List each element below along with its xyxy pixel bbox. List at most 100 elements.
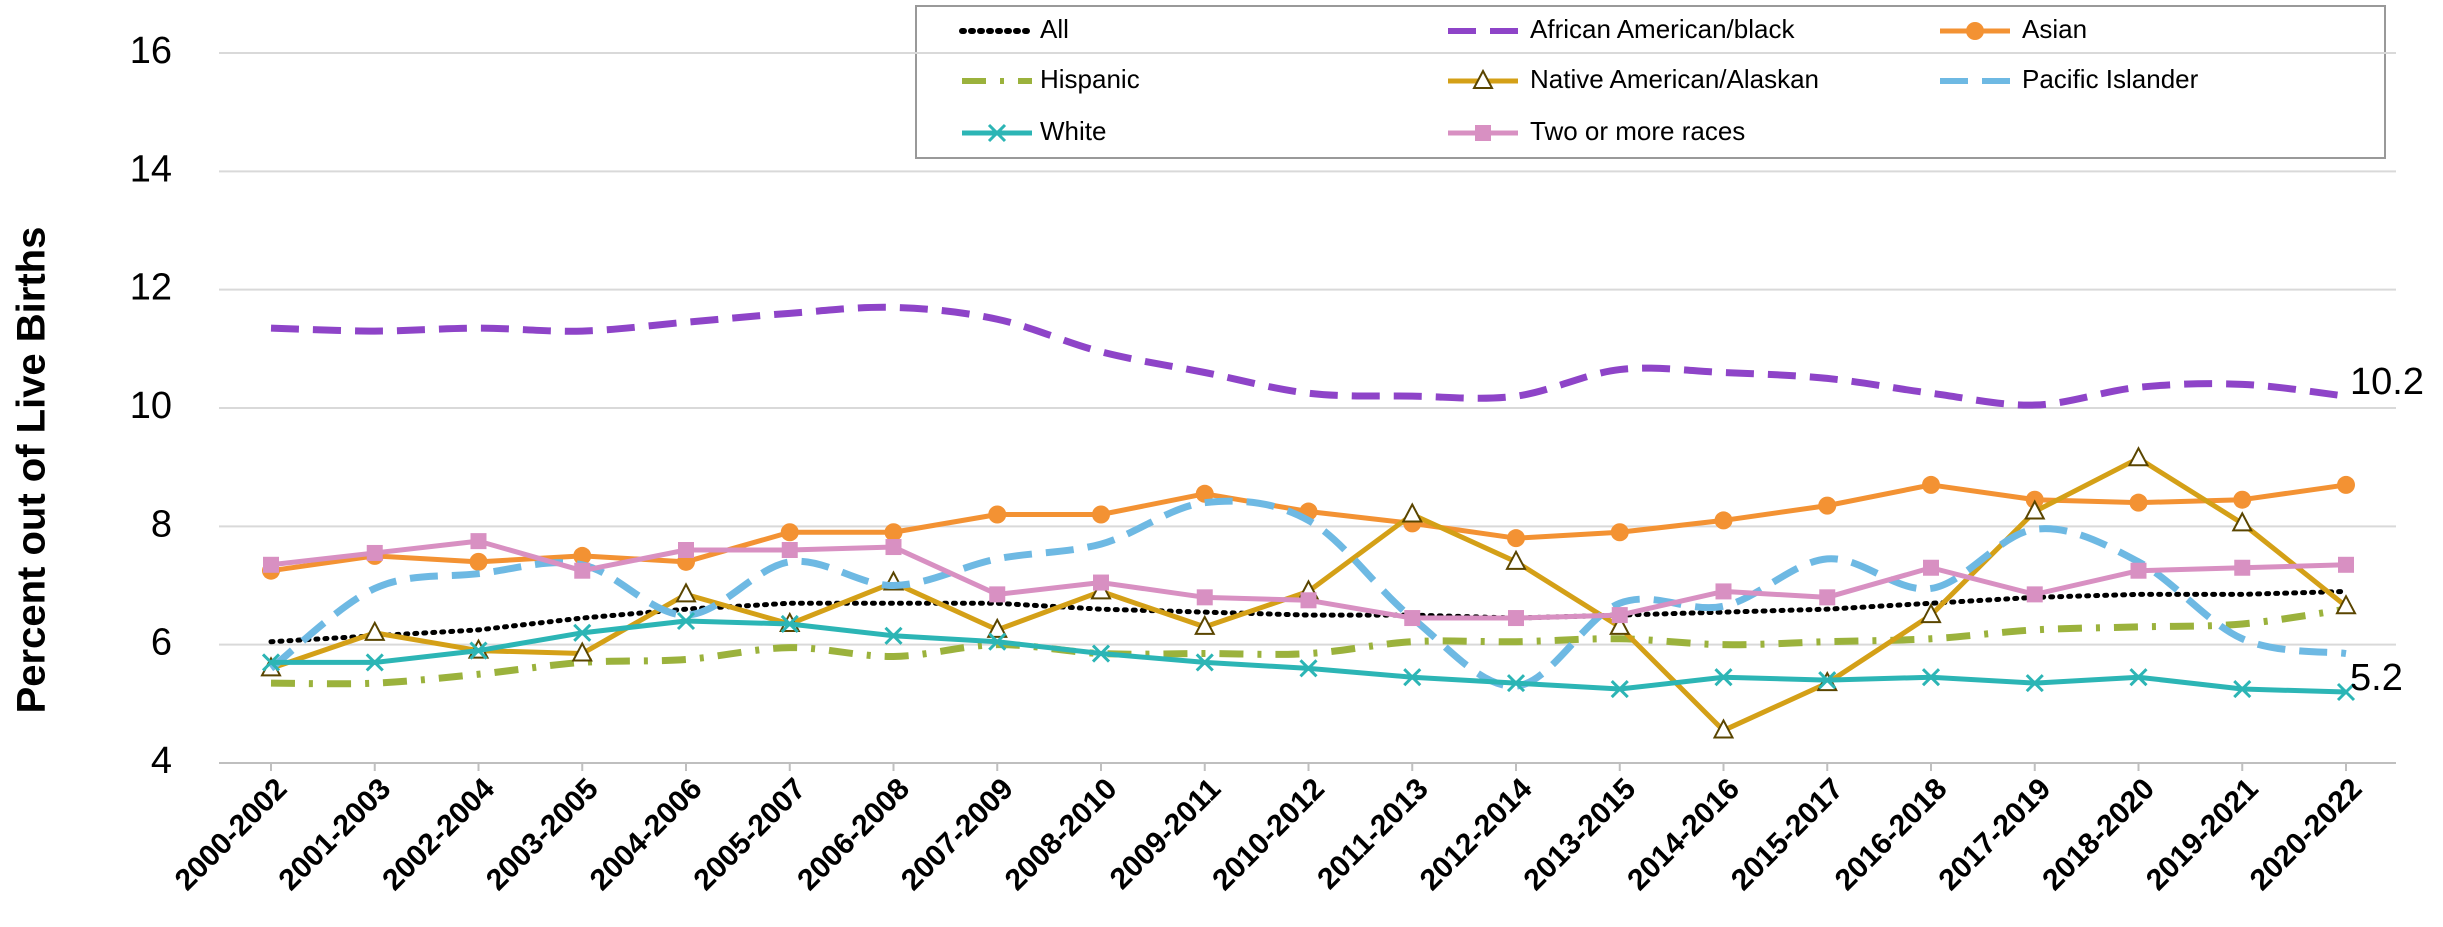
marker [2233,679,2252,699]
y-tick-label: 8 [151,503,172,545]
marker [1611,607,1628,624]
marker [2130,562,2147,579]
x-tick-label: 2016-2018 [1829,772,1954,897]
end-label: 10.2 [2350,361,2424,403]
marker [470,533,487,550]
marker [2127,446,2150,467]
x-tick-label: 2005-2007 [688,772,813,897]
legend-label: Two or more races [1530,116,1745,146]
x-tick-label: 2020-2022 [2244,772,2369,897]
marker [1403,668,1422,687]
legend-label: Pacific Islander [2022,64,2199,94]
marker [364,620,386,641]
marker [1091,644,1111,663]
marker [676,611,696,631]
marker [263,556,279,573]
marker [780,523,799,542]
marker [2129,668,2148,687]
marker [1404,610,1421,627]
legend-label: Asian [2022,14,2087,44]
x-tick-label: 2000-2002 [169,772,294,897]
legend-label: All [1040,14,1069,44]
marker [1300,592,1317,609]
marker [1299,659,1318,678]
end-label: 5.2 [2350,657,2403,699]
y-tick-label: 10 [130,385,172,427]
legend-label: Hispanic [1040,64,1140,94]
marker [1475,125,1491,141]
marker [2337,475,2355,494]
marker [675,582,697,603]
y-tick-label: 14 [130,148,172,190]
marker [1920,602,1942,624]
marker [571,641,593,662]
marker [988,632,1007,651]
marker [2338,556,2354,573]
marker [573,546,592,565]
marker [2025,674,2044,693]
marker [1923,559,1939,576]
marker [986,617,1008,638]
series-line [270,605,2347,688]
series-line [270,303,2347,409]
legend-label: White [1040,116,1106,146]
marker [1506,674,1526,693]
x-tick-label: 2014-2016 [1621,772,1746,897]
x-tick-label: 2004-2006 [584,772,709,897]
x-tick-label: 2008-2010 [999,772,1124,897]
x-tick-label: 2001-2003 [273,772,398,897]
y-tick-label: 12 [130,267,172,309]
marker [1505,549,1527,570]
series-line [268,497,2347,690]
x-tick-label: 2012-2014 [1414,772,1539,897]
marker [1966,22,1984,40]
marker [2026,586,2043,603]
marker [573,623,592,642]
marker [1818,496,1837,515]
marker [1818,671,1837,690]
marker [2234,559,2251,576]
marker [1921,668,1941,687]
y-tick-label: 16 [130,30,172,72]
marker [884,523,903,542]
marker [885,539,902,556]
x-tick-label: 2015-2017 [1725,772,1850,897]
marker [780,614,799,634]
marker [365,653,384,672]
marker [2129,493,2148,512]
y-tick-label: 4 [151,740,172,782]
x-tick-label: 2018-2020 [2036,772,2161,897]
x-tick-label: 2002-2004 [376,772,501,897]
legend-label: Native American/Alaskan [1530,64,1819,94]
marker [469,552,488,571]
marker [988,505,1007,524]
marker [1195,484,1214,503]
marker [2231,511,2253,532]
x-tick-label: 2006-2008 [791,772,916,897]
marker [1195,653,1214,672]
marker [1714,668,1733,687]
marker [884,626,903,645]
legend-label: African American/black [1530,14,1795,44]
marker [2335,594,2357,615]
marker [2024,499,2046,520]
marker [1610,679,1629,699]
y-tick-label: 6 [151,622,172,664]
x-tick-label: 2013-2015 [1518,772,1643,897]
marker [1715,583,1732,600]
marker [1507,529,1525,548]
marker [261,653,281,672]
marker [678,542,694,558]
series-line [268,588,2349,645]
marker [1508,610,1524,627]
marker [1093,574,1109,591]
marker [574,562,591,579]
marker [1609,614,1631,635]
marker [366,544,383,561]
marker [781,542,798,558]
x-tick-label: 2019-2021 [2140,772,2265,897]
marker [987,123,1007,143]
x-tick-label: 2017-2019 [1933,772,2058,897]
marker [989,586,1006,603]
